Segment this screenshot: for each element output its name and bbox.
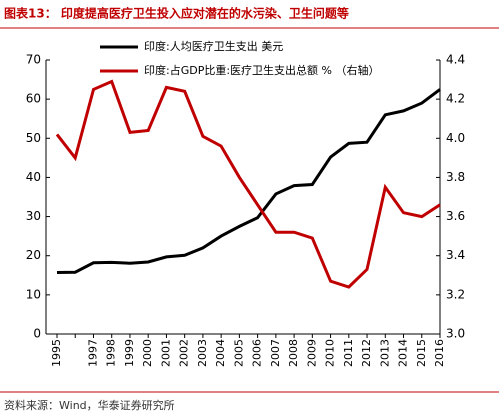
- y2-tick-label: 4.4: [446, 53, 465, 67]
- y2-tick-label: 3.6: [446, 209, 465, 223]
- series-line: [56, 88, 441, 274]
- y2-tick-label: 3.2: [446, 287, 465, 301]
- y-tick-label: 0: [33, 327, 41, 341]
- x-tick-label: 2011: [342, 339, 355, 367]
- y-tick-label: 40: [26, 170, 41, 184]
- y2-tick-label: 4.0: [446, 131, 465, 145]
- x-tick-label: 1995: [50, 339, 63, 367]
- x-tick-label: 2006: [251, 339, 264, 367]
- x-tick-label: 2009: [305, 339, 318, 367]
- x-tick-label: 2000: [141, 339, 154, 367]
- y-tick-label: 30: [26, 209, 41, 223]
- x-tick-label: 2005: [232, 339, 245, 367]
- y-tick-label: 70: [26, 53, 41, 67]
- x-tick-label: 1999: [123, 339, 136, 367]
- y-tick-label: 50: [26, 131, 41, 145]
- y2-tick-label: 3.0: [446, 327, 465, 341]
- x-tick-label: 2007: [269, 339, 282, 367]
- y2-tick-label: 4.2: [446, 92, 465, 106]
- legend-label: 印度:人均医疗卫生支出 美元: [144, 39, 283, 53]
- y2-tick-label: 3.8: [446, 170, 465, 184]
- x-tick-label: 2015: [415, 339, 428, 367]
- x-tick-label: 2003: [196, 339, 209, 367]
- x-tick-label: 2016: [433, 339, 446, 367]
- x-tick-label: 1997: [86, 339, 99, 367]
- x-tick-label: 2012: [360, 339, 373, 367]
- x-tick-label: 2002: [178, 339, 191, 367]
- x-tick-label: 2004: [214, 339, 227, 367]
- x-tick-label: 2010: [324, 339, 337, 367]
- x-tick-label: 2001: [159, 339, 172, 367]
- y-tick-label: 10: [26, 287, 41, 301]
- x-tick-label: 2013: [378, 339, 391, 367]
- x-tick-label: 2008: [287, 339, 300, 367]
- y2-tick-label: 3.4: [446, 248, 465, 262]
- x-tick-label: 2014: [397, 339, 410, 367]
- legend-label: 印度:占GDP比重:医疗卫生支出总额 % （右轴）: [144, 63, 379, 77]
- x-tick-label: 1998: [105, 339, 118, 367]
- source: 资料来源：Wind，华泰证券研究所: [4, 398, 175, 412]
- chart-title: 图表13： 印度提高医疗卫生投入应对潜在的水污染、卫生问题等: [4, 6, 349, 21]
- series-line: [55, 79, 441, 289]
- y-tick-label: 60: [26, 92, 41, 106]
- y-tick-label: 20: [26, 248, 41, 262]
